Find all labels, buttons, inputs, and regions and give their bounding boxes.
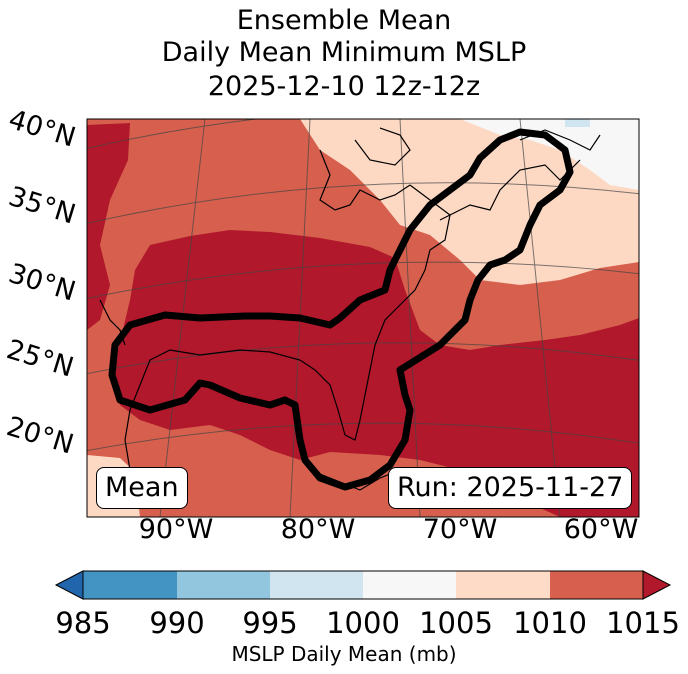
colorbar-segment-985	[83, 571, 177, 599]
pressure-field-1005-ne	[300, 119, 639, 285]
colorbar-tick-1000: 1000	[326, 606, 400, 640]
title-line-1: Ensemble Mean	[236, 5, 452, 36]
colorbar	[54, 570, 672, 600]
colorbar-segment-1005	[456, 571, 550, 599]
title-line-2: Daily Mean Minimum MSLP	[161, 37, 527, 68]
colorbar-frame	[82, 570, 644, 600]
colorbar-segment-1010	[550, 571, 643, 599]
colorbar-tick-1010: 1010	[513, 606, 587, 640]
lon-label-90w: 90°W	[138, 514, 214, 545]
pressure-field-1015-core	[115, 230, 639, 517]
ensemble-outline-contour	[108, 128, 574, 491]
coastlines	[99, 127, 601, 501]
colorbar-extend-high	[642, 570, 672, 600]
map-frame	[86, 118, 640, 518]
colorbar-label: MSLP Daily Mean (mb)	[231, 642, 457, 666]
pressure-field-1015-west	[87, 123, 130, 330]
lon-label-60w: 60°W	[563, 514, 639, 545]
colorbar-tick-990: 990	[149, 606, 205, 640]
graticule	[87, 119, 639, 517]
run-date-badge: Run: 2025-11-27	[388, 467, 633, 509]
title-line-3: 2025-12-10 12z-12z	[207, 71, 481, 102]
colorbar-extend-low	[54, 570, 84, 600]
lon-label-80w: 80°W	[280, 514, 356, 545]
colorbar-tick-995: 995	[242, 606, 298, 640]
colorbar-segment-990	[177, 571, 270, 599]
colorbar-tick-985: 985	[55, 606, 111, 640]
colorbar-segment-1000	[363, 571, 456, 599]
colorbar-segment-995	[270, 571, 363, 599]
pressure-field-1000-ne	[460, 119, 639, 190]
lon-label-70w: 70°W	[422, 514, 498, 545]
colorbar-tick-1015: 1015	[606, 606, 680, 640]
mean-badge: Mean	[96, 467, 188, 509]
pressure-field-995-patch	[565, 119, 590, 127]
colorbar-tick-1005: 1005	[419, 606, 493, 640]
